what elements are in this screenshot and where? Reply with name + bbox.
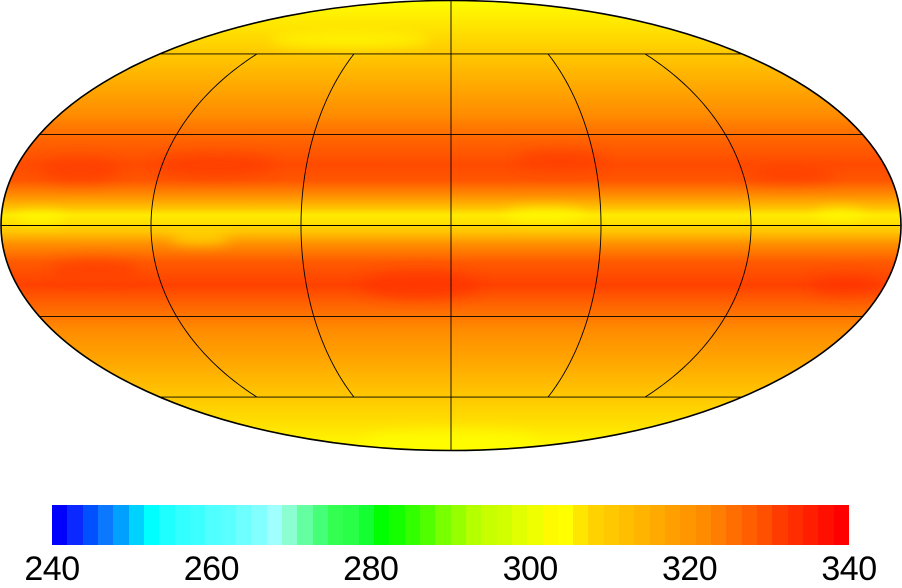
colorbar-segment	[511, 505, 528, 545]
field-anomaly	[515, 150, 605, 170]
field-anomaly	[360, 271, 480, 299]
field-anomaly	[810, 275, 880, 295]
colorbar-segment	[281, 505, 298, 545]
colorbar-segment	[649, 505, 666, 545]
colorbar-segment	[465, 505, 482, 545]
field-anomalies	[15, 32, 880, 450]
colorbar-segment	[113, 505, 129, 545]
colorbar-segment	[251, 505, 267, 545]
colorbar-segment	[174, 505, 190, 545]
meridian-line	[300, 53, 355, 398]
colorbar-segment	[82, 505, 98, 545]
field-anomaly	[170, 232, 230, 244]
meridian-line	[644, 53, 752, 398]
colorbar-segment	[603, 505, 620, 545]
field-anomaly	[155, 153, 275, 177]
colorbar-segment	[481, 505, 497, 545]
colorbar-segment	[389, 505, 405, 545]
colorbar-segment	[557, 505, 574, 545]
colorbar-segment	[159, 505, 175, 545]
colorbar-segment	[373, 505, 390, 545]
colorbar-segment	[542, 505, 558, 545]
colorbar-segment	[205, 505, 221, 545]
colorbar-segment	[143, 505, 160, 545]
colorbar-segment	[496, 505, 512, 545]
colorbar-segment	[97, 505, 114, 545]
field-anomaly	[815, 209, 865, 221]
colorbar-segment	[787, 505, 804, 545]
colorbar-segment	[741, 505, 758, 545]
map-outline	[0, 0, 902, 452]
colorbar-segment	[818, 505, 834, 545]
colorbar-segment	[266, 505, 282, 545]
colorbar-segment	[619, 505, 635, 545]
colorbar-segment	[312, 505, 328, 545]
colorbar-segment	[665, 505, 681, 545]
colorbar-tick-label: 240	[24, 550, 80, 588]
colorbar-segment	[404, 505, 420, 545]
colorbar-segment	[588, 505, 604, 545]
colorbar-segment	[726, 505, 742, 545]
meridian-line	[150, 53, 258, 398]
colorbar-tick-label: 260	[183, 550, 240, 588]
colorbar-segment	[803, 505, 819, 545]
colorbar-segment	[711, 505, 727, 545]
field-anomaly	[50, 260, 140, 280]
colorbar-segment	[772, 505, 788, 545]
colorbar-segment	[327, 505, 344, 545]
field-anomaly	[40, 158, 120, 182]
colorbar-segment	[527, 505, 543, 545]
colorbar	[52, 505, 850, 545]
colorbar-segment	[573, 505, 589, 545]
colorbar-segment	[235, 505, 252, 545]
colorbar-segment	[297, 505, 313, 545]
colorbar-segment	[450, 505, 466, 545]
field-anomaly	[15, 212, 65, 224]
colorbar-tick-label: 340	[821, 550, 877, 588]
colorbar-segment	[128, 505, 144, 545]
field-anomaly	[505, 208, 585, 222]
field-anomaly	[745, 167, 835, 183]
colorbar-segment	[435, 505, 451, 545]
colorbar-tick-label: 300	[502, 550, 559, 588]
graticule-grid	[1, 0, 901, 451]
colorbar-segment	[695, 505, 712, 545]
colorbar-segment	[52, 505, 68, 545]
colorbar-segment	[680, 505, 696, 545]
colorbar-segment	[189, 505, 206, 545]
mollweide-map	[0, 0, 902, 452]
colorbar-segment	[634, 505, 650, 545]
colorbar-segment	[220, 505, 236, 545]
colorbar-segment	[358, 505, 374, 545]
colorbar-tick-label: 280	[343, 550, 399, 588]
field-anomaly	[360, 430, 540, 450]
colorbar-segment	[757, 505, 773, 545]
colorbar-tick-label: 320	[661, 550, 718, 588]
meridian-line	[547, 53, 602, 398]
colorbar-segment	[419, 505, 436, 545]
field-anomaly	[270, 32, 430, 48]
colorbar-segment	[833, 505, 850, 545]
colorbar-segment	[343, 505, 359, 545]
colorbar-segment	[67, 505, 83, 545]
